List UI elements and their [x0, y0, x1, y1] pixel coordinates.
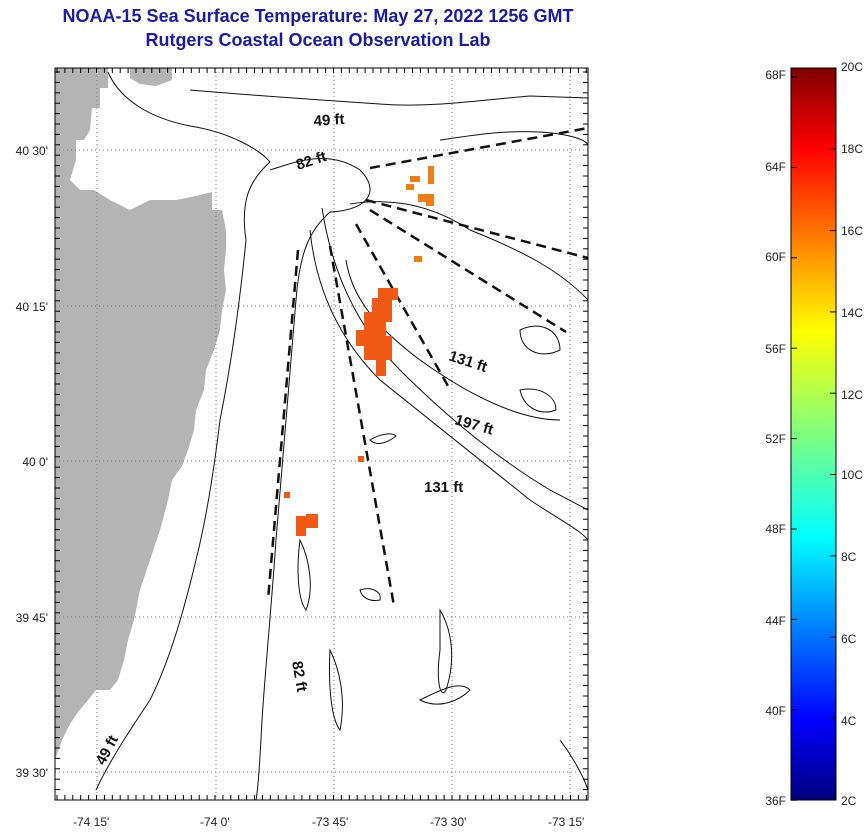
transect-line [354, 223, 450, 387]
sst-patch [358, 456, 364, 462]
contour-131ft-inner [321, 207, 589, 511]
depth-label-49ft-north: 49 ft [313, 111, 345, 130]
map-tick-marks [55, 68, 588, 801]
colorbar-label-f: 56F [765, 342, 786, 356]
sst-patch [426, 194, 434, 206]
contour-fragment [519, 325, 561, 355]
sst-patch [410, 176, 420, 182]
colorbar-label-c: 14C [841, 306, 864, 320]
map-frame [54, 67, 589, 801]
colorbar-label-c: 10C [841, 468, 864, 482]
depth-label-82ft-north: 82 ft [294, 148, 329, 174]
map-title: NOAA-15 Sea Surface Temperature: May 27,… [62, 6, 574, 26]
transect-line [328, 245, 396, 607]
colorbar-label-f: 40F [765, 704, 786, 718]
colorbar-label-f: 52F [765, 432, 786, 446]
sst-patch [356, 288, 398, 376]
contour-fragment [369, 433, 397, 444]
transect-line [369, 126, 589, 170]
contour-fragment [437, 608, 453, 693]
colorbar-label-f: 60F [765, 250, 786, 264]
contour-fragment [329, 648, 343, 732]
lat-label-39-30: 39 30' [15, 766, 48, 780]
colorbar-label-f: 64F [765, 160, 786, 174]
lat-label-40-0: 40 0' [22, 455, 48, 469]
sst-patch [428, 166, 434, 184]
sst-patch [418, 194, 432, 202]
colorbar-label-f: 36F [765, 794, 786, 808]
depth-label-82ft-south: 82 ft [288, 660, 310, 693]
colorbar-label-c: 18C [841, 142, 864, 156]
contour-82ft [255, 157, 371, 801]
colorbar-label-f: 48F [765, 522, 786, 536]
colorbar-label-c: 4C [841, 714, 857, 728]
sst-patch [406, 184, 414, 190]
colorbar-label-c: 12C [841, 388, 864, 402]
transect-line [369, 208, 567, 334]
colorbar-label-c: 8C [841, 550, 857, 564]
colorbar-ticks [791, 67, 836, 801]
lat-label-40-15: 40 15' [15, 300, 48, 314]
land-upper-inlet [130, 68, 172, 86]
contour-fragment [559, 739, 589, 791]
transect-line [365, 198, 589, 260]
contour-fragment [519, 388, 557, 413]
sst-patch [414, 256, 422, 262]
lat-label-40-30: 40 30' [15, 144, 48, 158]
colorbar-label-f: 68F [765, 68, 786, 82]
lon-label-74-0: -74 0' [200, 815, 230, 829]
contour-131ft [349, 201, 589, 301]
depth-label-197ft: 197 ft [453, 412, 495, 439]
colorbar-label-c: 6C [841, 632, 857, 646]
contour-49ft [189, 89, 589, 106]
colorbar-label-c: 2C [841, 794, 857, 808]
depth-label-131ft-east: 131 ft [447, 348, 490, 376]
lon-label-73-30: -73 30' [430, 815, 467, 829]
coastline [95, 71, 271, 791]
lat-label-39-45: 39 45' [15, 611, 48, 625]
contour-197ft [309, 229, 589, 541]
colorbar-label-c: 20C [841, 60, 864, 74]
map-subtitle: Rutgers Coastal Ocean Observation Lab [145, 30, 491, 50]
colorbar-label-f: 44F [765, 614, 786, 628]
sst-patch [284, 492, 290, 498]
colorbar-label-c: 16C [841, 224, 864, 238]
contour-fragment [359, 588, 381, 601]
contour-fragment [297, 538, 311, 611]
transect-line [266, 249, 300, 601]
sst-patch [296, 526, 306, 536]
lon-label-73-15: -73 15' [548, 815, 585, 829]
sst-patch [306, 514, 318, 522]
contour-fragment [418, 685, 471, 705]
depth-label-131ft-south: 131 ft [424, 479, 463, 496]
lon-label-73-45: -73 45' [312, 815, 349, 829]
lon-label-74-15: -74 15' [73, 815, 110, 829]
land-mass [55, 68, 226, 760]
colorbar [790, 67, 837, 801]
contour-fragment [439, 131, 589, 147]
contour-shelf [345, 259, 561, 421]
